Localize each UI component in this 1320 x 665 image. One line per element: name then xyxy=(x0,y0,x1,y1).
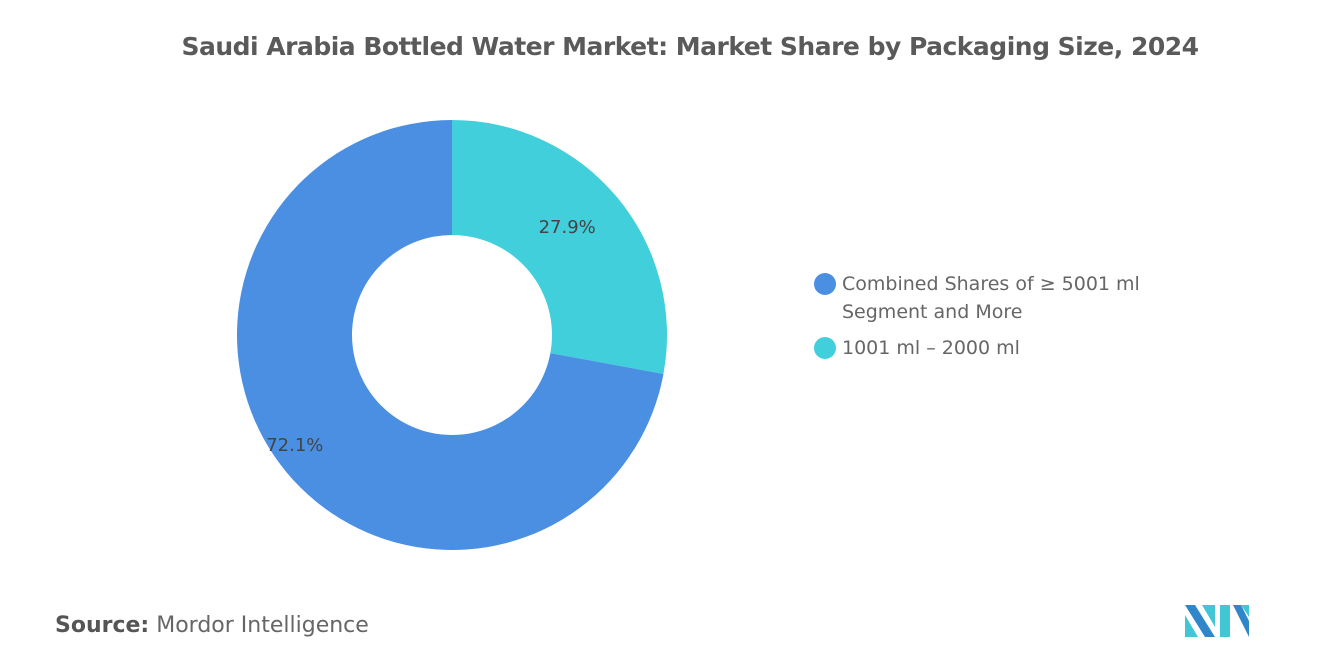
source-note: Source: Mordor Intelligence xyxy=(55,613,369,638)
legend: Combined Shares of ≥ 5001 ml Segment and… xyxy=(814,270,1162,370)
chart-title: Saudi Arabia Bottled Water Market: Marke… xyxy=(181,32,1199,61)
data-label: 27.9% xyxy=(539,217,596,238)
legend-item: 1001 ml – 2000 ml xyxy=(814,334,1162,362)
source-value: Mordor Intelligence xyxy=(156,613,369,638)
legend-label: 1001 ml – 2000 ml xyxy=(842,337,1020,359)
donut-slice xyxy=(452,120,667,374)
legend-label: Combined Shares of ≥ 5001 ml Segment and… xyxy=(842,273,1140,323)
legend-swatch xyxy=(814,273,836,295)
donut-slice xyxy=(237,120,664,551)
source-label: Source: xyxy=(55,613,150,638)
legend-swatch xyxy=(814,337,836,359)
data-label: 72.1% xyxy=(266,435,323,456)
mordor-logo xyxy=(1185,605,1249,637)
legend-item: Combined Shares of ≥ 5001 ml Segment and… xyxy=(814,270,1162,326)
